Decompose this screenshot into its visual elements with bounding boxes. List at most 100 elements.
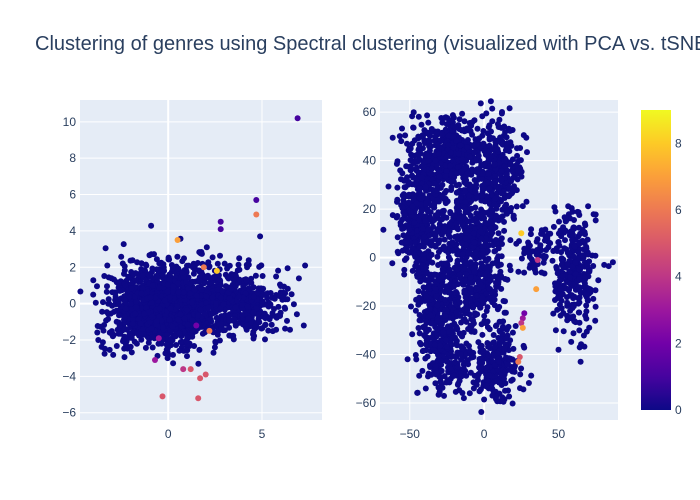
scatter-point [133,304,140,311]
scatter-point [436,173,443,180]
scatter-point [465,361,472,368]
scatter-point [213,314,220,321]
scatter-point [543,247,550,253]
y-tick-label: −6 [62,406,76,420]
scatter-point [148,325,155,332]
scatter-point [243,277,250,284]
scatter-point [571,317,578,324]
scatter-point [473,141,480,148]
scatter-point [474,125,481,132]
scatter-point [520,342,527,349]
scatter-point [253,211,260,218]
scatter-point [566,286,573,293]
scatter-point [518,255,525,262]
scatter-point [425,326,432,333]
scatter-point [426,137,432,144]
scatter-point [405,199,412,206]
scatter-point [481,396,488,403]
scatter-point [565,203,572,210]
scatter-point [521,250,528,257]
scatter-point [396,133,403,140]
scatter-point [443,261,449,268]
scatter-point [269,328,276,335]
scatter-point [389,134,396,141]
scatter-point [126,330,133,337]
scatter-point [424,353,431,360]
scatter-point [470,230,477,237]
scatter-point [523,198,530,205]
scatter-point [399,216,406,223]
scatter-point [473,157,479,164]
scatter-point [571,243,578,250]
y-tick-label: 2 [69,260,76,274]
scatter-point [250,293,257,300]
scatter-point [155,335,162,342]
scatter-point [149,344,156,351]
scatter-point [564,299,571,306]
scatter-point [443,187,450,194]
scatter-point [445,254,452,261]
scatter-point [489,105,496,112]
scatter-point [245,257,252,264]
scatter-point [506,393,513,400]
scatter-point [170,360,177,367]
scatter-point [105,316,112,322]
scatter-point [557,285,564,292]
scatter-point [506,262,513,269]
scatter-point [552,327,559,334]
scatter-point [447,365,454,372]
scatter-point [410,124,417,131]
scatter-point [500,318,507,325]
scatter-point [413,164,420,171]
scatter-point [220,301,227,308]
scatter-point [209,309,216,315]
colorbar-tick-label: 4 [675,270,682,284]
scatter-point [525,380,532,386]
scatter-point [477,100,484,107]
scatter-point [438,374,444,381]
scatter-point [142,344,149,351]
scatter-point [425,278,432,284]
scatter-point [253,305,260,312]
y-tick-label: 10 [63,115,77,129]
scatter-point [137,320,144,327]
scatter-point [480,140,487,147]
scatter-point [419,367,426,374]
scatter-point [560,328,567,335]
scatter-point [413,200,420,207]
scatter-point [380,226,387,233]
scatter-point [577,230,584,237]
scatter-point [576,299,583,306]
scatter-point [485,170,492,177]
scatter-point [513,203,520,210]
scatter-point [206,280,213,287]
scatter-point [439,131,446,138]
scatter-point [432,230,439,237]
scatter-point [181,315,188,322]
scatter-point [116,312,122,319]
scatter-point [481,271,488,278]
scatter-point [419,225,426,232]
scatter-point [479,186,486,192]
y-tick-label: 0 [369,251,376,265]
scatter-point [401,177,408,184]
scatter-point [466,347,473,354]
scatter-point [568,228,575,235]
scatter-point [487,98,494,105]
scatter-point [461,179,468,186]
scatter-point [180,366,187,373]
scatter-point [464,137,471,143]
scatter-point [179,270,186,276]
scatter-point [217,321,224,328]
scatter-point [431,180,438,187]
scatter-point [113,343,120,349]
scatter-point [462,188,469,195]
scatter-point [469,131,476,138]
scatter-point [425,152,432,159]
scatter-point [443,153,450,160]
scatter-point [161,297,168,304]
scatter-point [478,235,485,242]
scatter-point [169,265,176,272]
